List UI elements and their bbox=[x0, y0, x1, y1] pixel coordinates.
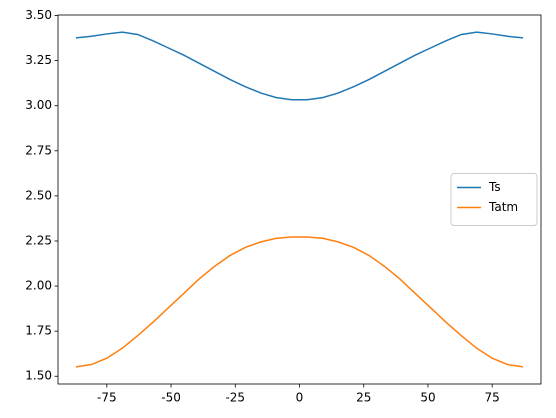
legend-label: Ts bbox=[488, 180, 501, 194]
y-tick-label: 1.50 bbox=[25, 369, 52, 383]
x-tick-label: 75 bbox=[485, 391, 500, 405]
x-tick-label: -50 bbox=[161, 391, 181, 405]
y-tick-label: 3.50 bbox=[25, 8, 52, 22]
y-tick-label: 2.50 bbox=[25, 188, 52, 202]
y-tick-label: 1.75 bbox=[25, 324, 52, 338]
legend-label: Tatm bbox=[488, 200, 518, 214]
x-tick-label: 0 bbox=[296, 391, 304, 405]
y-tick-label: 2.75 bbox=[25, 143, 52, 157]
plot-frame bbox=[57, 14, 542, 385]
y-tick-label: 2.00 bbox=[25, 279, 52, 293]
y-tick-label: 2.25 bbox=[25, 233, 52, 247]
legend-box bbox=[450, 173, 538, 226]
x-tick-label: 50 bbox=[420, 391, 435, 405]
line-series bbox=[75, 31, 524, 101]
x-tick-label: -75 bbox=[97, 391, 117, 405]
x-tick-label: -25 bbox=[225, 391, 245, 405]
line-series bbox=[75, 236, 524, 368]
y-tick-label: 3.25 bbox=[25, 53, 52, 67]
legend: Ts Tatm bbox=[450, 173, 538, 226]
x-tick-label: 25 bbox=[356, 391, 371, 405]
y-tick-label: 3.00 bbox=[25, 98, 52, 112]
